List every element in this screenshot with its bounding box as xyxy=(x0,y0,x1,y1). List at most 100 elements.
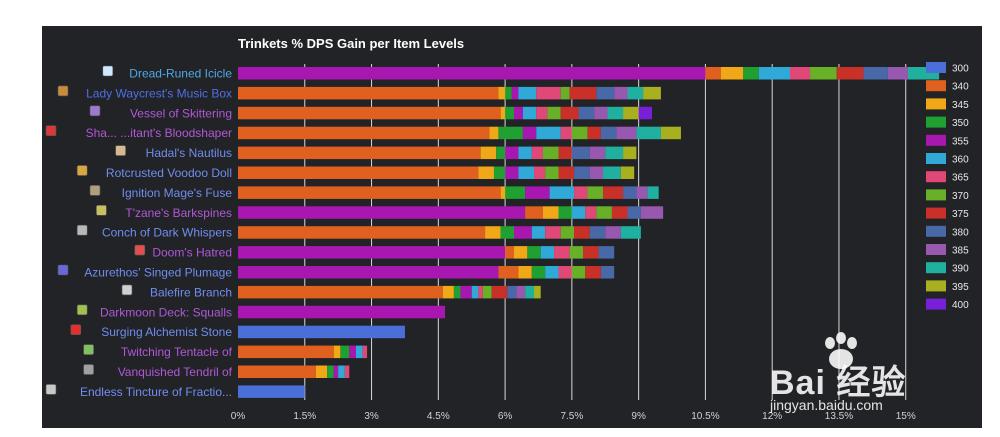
category-label: Endless Tincture of Fractio... xyxy=(80,385,232,399)
bar-segment xyxy=(518,146,532,160)
bar-segment xyxy=(238,146,481,160)
category-label: Balefire Branch xyxy=(150,285,232,299)
bar-segment xyxy=(560,126,572,140)
x-tick-label: 10.5% xyxy=(691,411,719,422)
legend-swatch xyxy=(926,207,946,219)
bar-segment xyxy=(500,226,514,239)
bar-segment xyxy=(660,126,681,140)
legend-swatch xyxy=(926,116,946,128)
bar-segment xyxy=(554,246,570,259)
legend-label: 355 xyxy=(952,136,969,147)
bar-segment xyxy=(238,365,316,378)
bar-segment xyxy=(534,166,546,179)
bar-segment xyxy=(238,385,305,398)
legend-swatch xyxy=(926,280,946,292)
legend-label: 400 xyxy=(952,300,969,311)
bar-segment xyxy=(863,67,888,80)
bar-segment xyxy=(460,285,472,299)
bar-segment xyxy=(705,67,721,80)
legend-swatch xyxy=(926,244,946,255)
bar-segment xyxy=(594,106,608,120)
bar-segment xyxy=(627,86,644,100)
bar-segment xyxy=(531,146,543,160)
bar-segment xyxy=(545,226,561,239)
legend-label: 350 xyxy=(952,118,969,129)
category-label: Rotcrusted Voodoo Doll xyxy=(106,166,232,180)
tentacle-icon xyxy=(83,344,94,355)
category-label: Lady Waycrest's Music Box xyxy=(86,86,232,100)
x-axis-ticks: 0% 1.5% 3% 4.5% 6% 7.5% 9% 10.5% 12% 13.5% 15% xyxy=(231,411,916,422)
music-box-icon xyxy=(57,85,69,97)
category-label: Vanquished Tendril of xyxy=(118,365,233,379)
bar-segment xyxy=(585,266,601,279)
bar-segment xyxy=(571,146,590,160)
bar-segment xyxy=(549,186,575,199)
bar-segment xyxy=(620,166,635,179)
bar-segment xyxy=(607,106,624,120)
bars-layer xyxy=(238,67,940,398)
bar-segment xyxy=(238,345,334,359)
bar-segment xyxy=(514,106,523,120)
bar-segment xyxy=(498,86,506,100)
bar-segment xyxy=(505,246,514,259)
bar-segment xyxy=(505,86,512,100)
barkspines-icon xyxy=(96,205,107,216)
x-tick-label: 1.5% xyxy=(293,411,316,422)
legend-swatch xyxy=(926,225,946,237)
bar-segment xyxy=(478,166,494,179)
bar-segment xyxy=(620,226,641,239)
bar-segment xyxy=(558,206,572,219)
bar-segment xyxy=(478,285,483,299)
bloodshaper-icon xyxy=(45,125,57,136)
legend-swatch xyxy=(926,80,946,92)
bar-segment xyxy=(500,186,506,199)
legend-label: 390 xyxy=(952,264,969,275)
bar-segment xyxy=(627,206,641,219)
bar-segment xyxy=(349,345,356,359)
bar-segment xyxy=(589,226,606,239)
bar-segment xyxy=(790,67,811,80)
bar-segment xyxy=(238,266,499,279)
legend-swatch xyxy=(926,98,946,110)
bar-segment xyxy=(643,86,661,100)
bar-segment xyxy=(500,106,506,120)
bar-segment xyxy=(518,266,532,279)
bar-segment xyxy=(338,365,345,378)
alchemist-stone-icon xyxy=(70,324,82,336)
legend-swatch xyxy=(926,262,946,274)
bar-segment xyxy=(583,246,599,259)
bar-segment xyxy=(333,345,341,359)
bar-segment xyxy=(558,266,572,279)
bar-segment xyxy=(507,285,517,299)
bar-segment xyxy=(516,285,526,299)
bar-segment xyxy=(640,206,664,219)
x-tick-label: 3% xyxy=(364,411,379,422)
bar-segment xyxy=(574,226,590,239)
bar-segment xyxy=(887,67,908,80)
bar-segment xyxy=(489,126,499,140)
bar-segment xyxy=(603,186,624,199)
bar-segment xyxy=(603,166,621,179)
bar-segment xyxy=(600,126,617,140)
bar-segment xyxy=(505,146,519,160)
x-tick-label: 15% xyxy=(896,411,916,422)
legend-label: 300 xyxy=(952,64,969,75)
bar-segment xyxy=(574,186,588,199)
bar-segment xyxy=(536,126,561,140)
legend-label: 385 xyxy=(952,246,969,257)
bar-segment xyxy=(560,226,575,239)
bar-segment xyxy=(518,86,537,100)
legend-label: 345 xyxy=(952,100,969,111)
bar-segment xyxy=(598,246,615,259)
category-labels: Dread-Runed Icicle Lady Waycrest's Music … xyxy=(45,65,233,399)
bar-segment xyxy=(355,345,363,359)
baidu-watermark: Bai 经验 jingyan.baidu.com xyxy=(742,325,952,420)
bar-segment xyxy=(596,86,615,100)
bar-segment xyxy=(511,86,519,100)
bar-segment xyxy=(238,86,499,100)
category-label: Darkmoon Deck: Squalls xyxy=(100,305,232,319)
vessel-icon xyxy=(89,105,101,117)
bar-segment xyxy=(589,146,606,160)
bar-segment xyxy=(514,246,528,259)
x-tick-label: 6% xyxy=(498,411,513,422)
